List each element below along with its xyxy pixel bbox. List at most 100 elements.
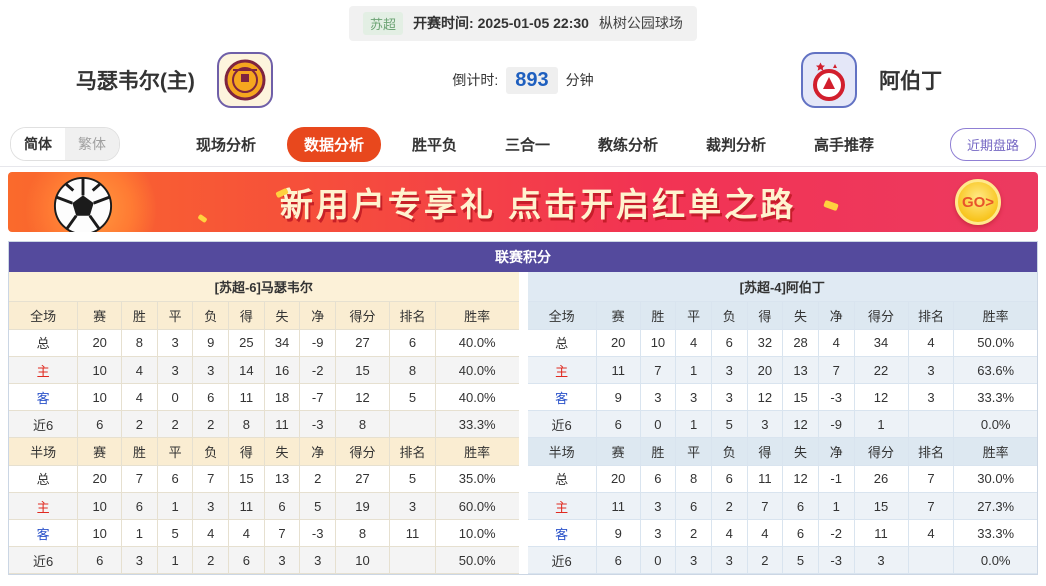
tab-数据分析[interactable]: 数据分析 <box>286 126 381 162</box>
stat-cell: -2 <box>299 356 337 384</box>
stat-cell: 3 <box>711 383 748 411</box>
stat-cell: 20 <box>596 465 641 493</box>
column-header: 胜率 <box>435 438 519 466</box>
row-label: 主 <box>9 356 79 384</box>
column-header: 平 <box>675 302 712 330</box>
stat-cell: 9 <box>192 329 230 357</box>
stat-cell: -3 <box>818 383 855 411</box>
home-team-logo-icon <box>216 52 273 108</box>
tab-三合一[interactable]: 三合一 <box>504 136 550 154</box>
stat-cell: 11 <box>389 519 436 547</box>
row-label: 近6 <box>527 546 597 574</box>
stat-cell: 7 <box>121 465 158 493</box>
stat-cell: 27 <box>335 329 391 357</box>
stat-cell: 27.3% <box>953 492 1037 520</box>
section-title: 联赛积分 <box>9 242 1037 272</box>
home-standings-table: [苏超-6]马瑟韦尔 全场赛胜平负得失净得分 排名 胜率 总 20 8 3 9 25 34 -9 2… <box>9 272 519 574</box>
stat-cell: 10 <box>77 383 123 411</box>
stat-cell: 15 <box>228 465 265 493</box>
stat-cell: 0 <box>640 410 677 438</box>
stat-cell: 11 <box>854 519 909 547</box>
stat-cell: 40.0% <box>435 383 519 411</box>
row-label: 主 <box>9 492 79 520</box>
stat-cell: 7 <box>747 492 784 520</box>
countdown-label: 倒计时: <box>452 72 499 88</box>
stat-cell: 8 <box>675 465 712 493</box>
stats-row: 客 9 3 2 4 4 6 -2 11 4 33.3% <box>527 519 1037 547</box>
column-header: 全场 <box>9 302 79 330</box>
stat-cell: 13 <box>782 356 819 384</box>
stat-cell <box>389 410 436 438</box>
stat-cell: 35.0% <box>435 465 519 493</box>
column-header: 胜 <box>121 302 158 330</box>
away-table-header: [苏超-4]阿伯丁 <box>527 272 1037 302</box>
column-header: 赛 <box>77 302 123 330</box>
row-label: 客 <box>527 519 597 547</box>
stat-cell: 2 <box>299 465 337 493</box>
column-header: 赛 <box>596 438 641 466</box>
column-header: 排名 <box>389 302 436 330</box>
stat-cell: 11 <box>264 410 301 438</box>
stat-cell: 10 <box>77 356 123 384</box>
tab-教练分析[interactable]: 教练分析 <box>598 136 659 154</box>
stat-cell: 13 <box>264 465 301 493</box>
stat-cell: 5 <box>389 383 436 411</box>
column-header: 胜率 <box>953 438 1037 466</box>
tab-高手推荐[interactable]: 高手推荐 <box>814 136 875 154</box>
stat-cell: 15 <box>854 492 909 520</box>
stats-row: 总 20 6 8 6 11 12 -1 26 7 30.0% <box>527 465 1037 493</box>
promo-banner[interactable]: 新用户专享礼 点击开启红单之路 GO> <box>8 172 1038 232</box>
lang-simplified-button[interactable]: 简体 <box>11 128 65 160</box>
stat-cell: 4 <box>908 519 955 547</box>
soccer-ball-icon <box>8 172 158 232</box>
stat-cell: 6 <box>675 492 712 520</box>
match-info-box: 苏超 开赛时间: 2025-01-05 22:30 枞树公园球场 <box>349 5 697 41</box>
stat-cell: 6 <box>711 329 748 357</box>
column-header: 负 <box>192 438 230 466</box>
column-header: 排名 <box>389 438 436 466</box>
stat-cell: 10.0% <box>435 519 519 547</box>
stat-cell: 10 <box>77 519 123 547</box>
stat-cell: 0.0% <box>953 546 1037 574</box>
column-header: 得 <box>747 438 784 466</box>
stat-cell: 5 <box>389 465 436 493</box>
stat-cell: 6 <box>121 492 158 520</box>
column-header: 胜 <box>640 438 677 466</box>
stat-cell: 4 <box>121 383 158 411</box>
column-header: 失 <box>782 438 819 466</box>
row-label: 客 <box>9 519 79 547</box>
stat-cell: 15 <box>782 383 819 411</box>
tab-现场分析[interactable]: 现场分析 <box>195 136 256 154</box>
stat-cell: 19 <box>335 492 391 520</box>
column-header: 平 <box>157 302 194 330</box>
stat-cell: 8 <box>389 356 436 384</box>
stat-cell: 12 <box>854 383 909 411</box>
stat-cell: 8 <box>228 410 265 438</box>
row-label: 主 <box>527 356 597 384</box>
recent-odds-button[interactable]: 近期盘路 <box>949 127 1036 161</box>
go-button[interactable]: GO> <box>955 179 1001 225</box>
stat-cell: 4 <box>675 329 712 357</box>
tab-裁判分析[interactable]: 裁判分析 <box>706 136 767 154</box>
stat-cell: 7 <box>908 465 955 493</box>
stat-cell: 3 <box>192 356 230 384</box>
stat-cell: 18 <box>264 383 301 411</box>
tab-胜平负[interactable]: 胜平负 <box>411 136 457 154</box>
column-header: 得分 <box>335 302 391 330</box>
lang-traditional-button[interactable]: 繁体 <box>65 128 119 160</box>
stat-cell: 32 <box>747 329 784 357</box>
stat-cell <box>908 546 955 574</box>
stat-cell: 1 <box>157 492 194 520</box>
stat-cell: 6 <box>596 410 641 438</box>
stat-cell: 28 <box>782 329 819 357</box>
stat-cell: 20 <box>77 465 123 493</box>
countdown-value: 893 <box>506 66 558 94</box>
row-label: 近6 <box>9 546 79 574</box>
column-header: 排名 <box>908 302 955 330</box>
column-header: 半场 <box>9 438 79 466</box>
stats-row: 主 10 4 3 3 14 16 -2 15 8 40.0% <box>9 356 519 384</box>
stat-cell: 5 <box>157 519 194 547</box>
row-label: 总 <box>527 329 597 357</box>
home-fulltime-rows: 总 20 8 3 9 25 34 -9 27 6 40.0% 主 10 4 3 3 14 16 -2 15 8 40.0%… <box>9 329 519 438</box>
column-header: 胜 <box>640 302 677 330</box>
